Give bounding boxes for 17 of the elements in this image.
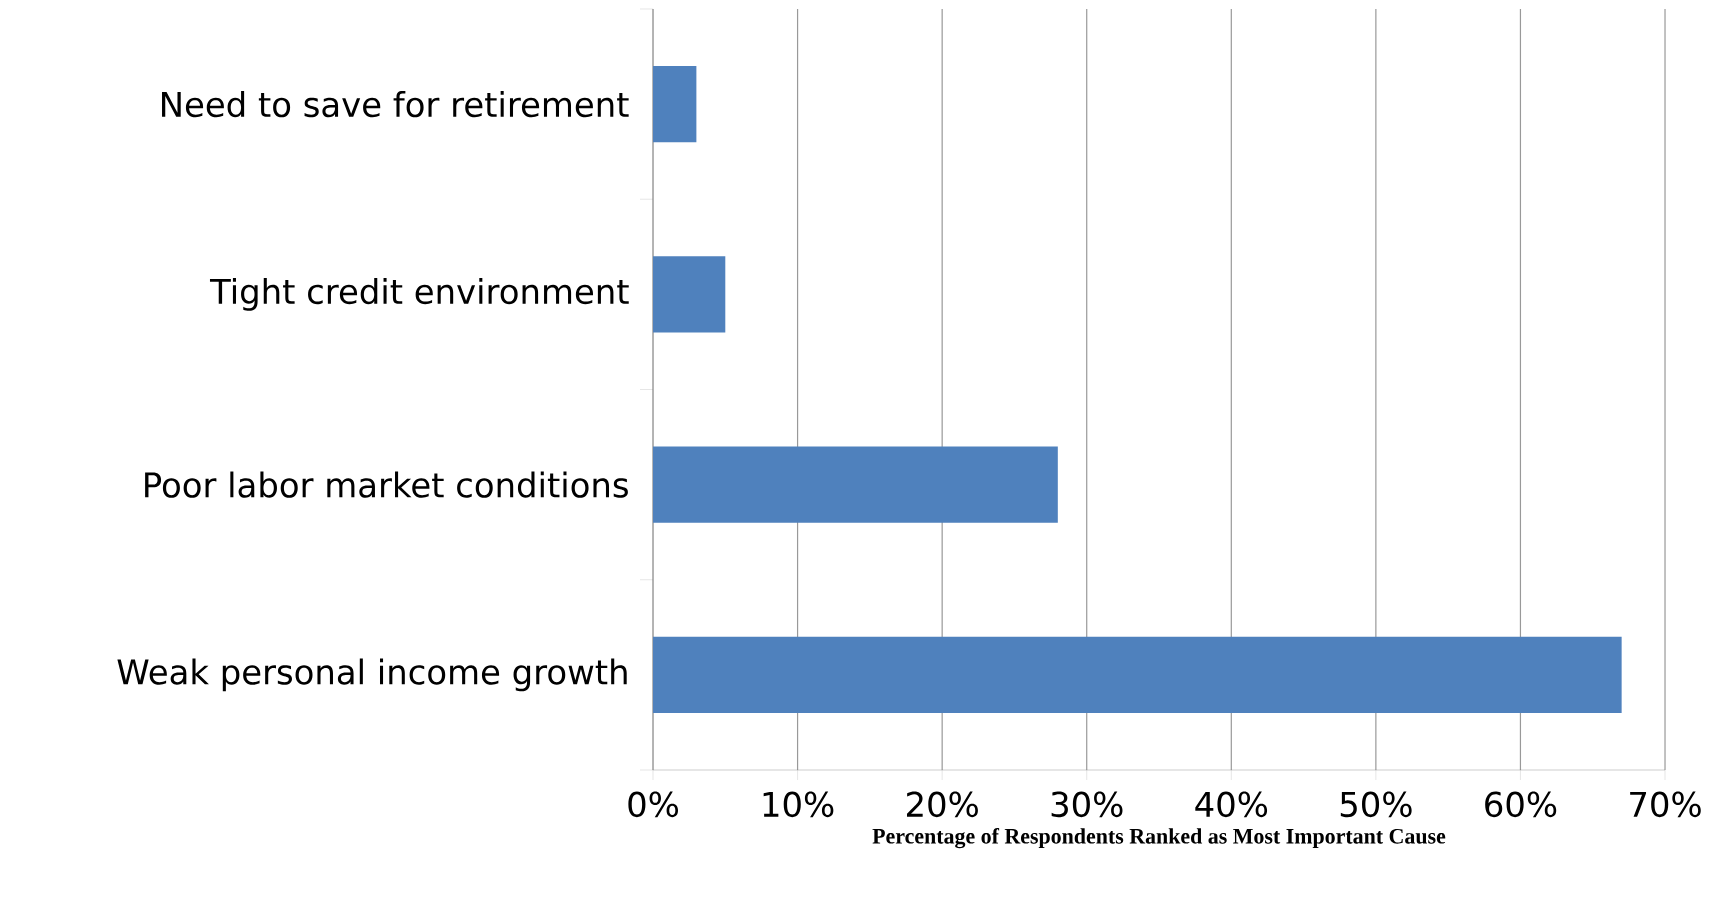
y-tick-label: Need to save for retirement [162, 91, 629, 118]
x-tick-label: 70% [1630, 791, 1701, 818]
x-tick-label: 30% [1051, 791, 1123, 818]
bar [653, 636, 1622, 713]
x-tick-label: 40% [1195, 791, 1268, 818]
bar [653, 256, 726, 333]
x-axis-title: Percentage of Respondents Ranked as Most Important Cause [872, 827, 1446, 849]
bar [653, 66, 697, 143]
x-tick-label: 50% [1340, 791, 1412, 818]
x-tick-label: 10% [763, 791, 834, 818]
bar [653, 446, 1058, 523]
x-tick-label: 60% [1485, 791, 1557, 818]
y-tick-label: Poor labor market conditions [145, 471, 628, 498]
x-tick-label: 20% [906, 791, 978, 818]
y-tick-label: Tight credit environment [209, 277, 629, 311]
x-tick-label: 0% [628, 791, 678, 818]
y-tick-label: Weak personal income growth [117, 658, 627, 692]
